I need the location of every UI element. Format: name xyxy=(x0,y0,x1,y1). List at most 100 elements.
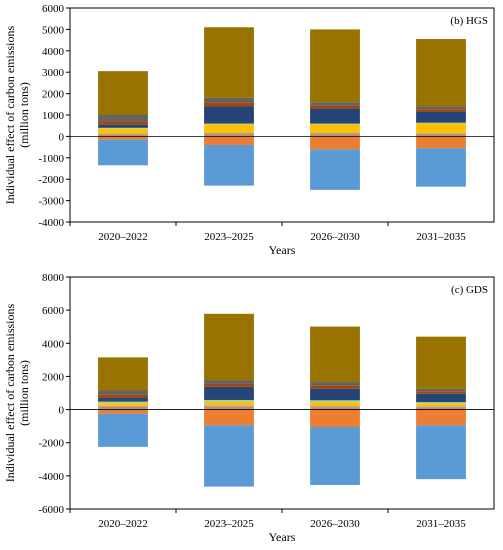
x-tick-label: 2026–2030 xyxy=(310,518,360,530)
x-tick-label: 2031–2035 xyxy=(416,518,466,530)
y-axis-label: Individual effect of carbon emissions(mi… xyxy=(3,25,31,204)
bar-segment xyxy=(310,124,360,133)
x-tick-label: 2026–2030 xyxy=(310,231,360,243)
y-tick-label: 0 xyxy=(59,131,65,143)
bar-segment xyxy=(416,39,466,107)
bar-segment xyxy=(98,390,148,395)
bar-segment xyxy=(310,409,360,427)
bar-segment xyxy=(310,408,360,410)
bar-segment xyxy=(310,135,360,137)
bar-segment xyxy=(310,385,360,389)
bar-segment xyxy=(98,128,148,134)
bar-segment xyxy=(416,148,466,187)
y-axis-label-line: (million tons) xyxy=(17,82,31,148)
bar-segment xyxy=(204,135,254,137)
y-tick-label: 4000 xyxy=(42,338,65,350)
bar-segment xyxy=(416,425,466,480)
y-tick-label: 0 xyxy=(59,405,65,417)
bar-segment xyxy=(416,388,466,392)
bar-segment xyxy=(204,124,254,133)
plot-frame xyxy=(69,276,495,510)
bar-segment xyxy=(310,136,360,150)
bar-segment xyxy=(310,105,360,109)
x-tick-label: 2020–2022 xyxy=(98,231,148,243)
bar-segment xyxy=(98,406,148,409)
bar-segment xyxy=(416,406,466,408)
bar-segment xyxy=(310,149,360,190)
bar-segment xyxy=(310,102,360,106)
bar-segment xyxy=(98,133,148,135)
bar-segment xyxy=(98,124,148,128)
y-tick-label: 2000 xyxy=(42,371,65,383)
bar-segment xyxy=(204,27,254,98)
bar-segment xyxy=(416,109,466,113)
bar-segment xyxy=(98,115,148,122)
bar-segment xyxy=(98,401,148,404)
bar-segment xyxy=(416,408,466,410)
bar-segment xyxy=(204,401,254,406)
y-tick-label: 5000 xyxy=(42,24,65,36)
y-tick-label: 4000 xyxy=(42,46,65,58)
y-tick-label: 2000 xyxy=(42,89,65,101)
bar-segment xyxy=(98,394,148,398)
y-axis-label-line: Individual effect of carbon emissions xyxy=(3,25,17,204)
bar-segment xyxy=(204,383,254,387)
bar-segment xyxy=(204,102,254,107)
bar-segment xyxy=(98,409,148,414)
y-tick-label: 6000 xyxy=(42,305,65,317)
bar-segment xyxy=(310,405,360,408)
y-tick-label: -2000 xyxy=(38,438,64,450)
bar-segment xyxy=(416,136,466,149)
bar-segment xyxy=(416,409,466,426)
bar-segment xyxy=(204,144,254,186)
bar-segment xyxy=(98,121,148,125)
y-tick-label: 6000 xyxy=(42,3,65,15)
bar-segment xyxy=(416,135,466,137)
bar-segment xyxy=(310,29,360,103)
bar-segment xyxy=(98,397,148,402)
bar-segment xyxy=(310,402,360,406)
bar-segment xyxy=(204,399,254,402)
bar-segment xyxy=(98,134,148,136)
bar-segment xyxy=(204,380,254,384)
y-axis-label-line: Individual effect of carbon emissions xyxy=(3,303,17,482)
bar-segment xyxy=(98,413,148,447)
x-axis-label: Years xyxy=(269,243,296,257)
y-tick-label: 1000 xyxy=(42,110,65,122)
bar-segment xyxy=(204,97,254,103)
y-tick-label: -4000 xyxy=(38,471,64,483)
bar-segment xyxy=(98,71,148,115)
bar-segment xyxy=(204,123,254,125)
bar-segment xyxy=(416,134,466,136)
bar-segment xyxy=(98,136,148,140)
bar-segment xyxy=(416,112,466,123)
x-tick-label: 2031–2035 xyxy=(416,231,466,243)
bar-segment xyxy=(204,136,254,145)
bar-segment xyxy=(204,106,254,124)
bar-segment xyxy=(310,108,360,124)
bar-segment xyxy=(416,393,466,403)
bar-segment xyxy=(310,382,360,386)
bar-segment xyxy=(98,127,148,129)
x-tick-label: 2020–2022 xyxy=(98,518,148,530)
bar-segment xyxy=(310,388,360,401)
bar-segment xyxy=(98,408,148,410)
plot-frame xyxy=(69,7,495,223)
bar-segment xyxy=(310,134,360,136)
y-tick-label: -3000 xyxy=(38,196,64,208)
bar-segment xyxy=(204,313,254,381)
bar-segment xyxy=(204,405,254,407)
y-tick-label: 8000 xyxy=(42,272,65,284)
bar-segment xyxy=(416,403,466,407)
bar-segment xyxy=(98,405,148,407)
panel-label: (c) GDS xyxy=(451,284,488,296)
bar-segment xyxy=(416,402,466,404)
bar-segment xyxy=(310,400,360,403)
y-tick-label: -2000 xyxy=(38,174,64,186)
bar-segment xyxy=(310,123,360,125)
y-axis-label: Individual effect of carbon emissions(mi… xyxy=(3,303,31,482)
bar-segment xyxy=(416,106,466,110)
bar-segment xyxy=(310,132,360,135)
bar-segment xyxy=(204,406,254,409)
y-axis-label-line: (million tons) xyxy=(17,360,31,426)
